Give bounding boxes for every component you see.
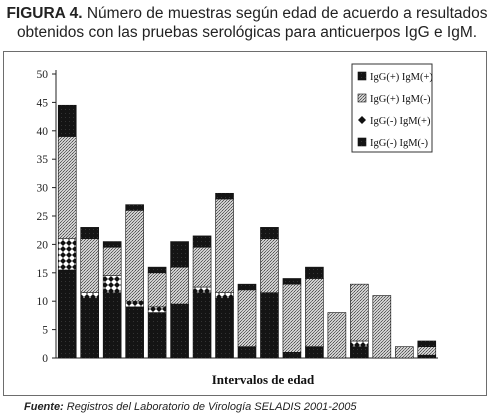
bar-segment [147, 306, 167, 313]
legend-label: IgG(-) IgM(+) [370, 116, 431, 127]
bar-segment [125, 204, 144, 211]
bar-segment [215, 292, 234, 299]
bar-segment [350, 283, 369, 342]
bar-segment [125, 306, 144, 359]
bar-segment [394, 346, 414, 359]
legend-label: IgG(-) IgM(-) [370, 138, 429, 149]
bar-segment [192, 246, 212, 288]
y-tick-label: 5 [42, 325, 48, 337]
bar-segment [125, 300, 144, 308]
legend-swatch [357, 71, 367, 81]
bar-segment [147, 266, 167, 274]
legend-swatch [357, 137, 367, 147]
caption-line-1: Número de muestras según edad de acuerdo… [82, 5, 488, 22]
bar-segment [192, 292, 212, 359]
bar-segment [237, 289, 257, 347]
source-text: Registros del Laboratorio de Virología S… [63, 401, 357, 413]
legend-label: IgG(+) IgM(-) [370, 94, 431, 105]
bar-segment [102, 241, 122, 248]
bar-segment [260, 227, 279, 240]
y-tick-label: 20 [37, 239, 49, 251]
y-tick-label: 25 [37, 211, 49, 223]
bar-segment [80, 227, 100, 240]
bar-segment [350, 346, 369, 359]
y-tick-label: 50 [37, 69, 49, 81]
bar-segment [215, 298, 234, 359]
y-tick-label: 15 [37, 268, 49, 280]
bar-segment [80, 298, 100, 359]
bar-segment [80, 238, 100, 293]
figure-caption: FIGURA 4. Número de muestras según edad … [0, 4, 494, 42]
bar-segment [260, 292, 279, 359]
bar-segment [147, 312, 167, 359]
bar-segment [125, 210, 144, 302]
bar-segment [305, 346, 324, 359]
bar-segment [192, 235, 212, 248]
figure-label: FIGURA 4. [6, 5, 83, 22]
bar-segment [237, 346, 257, 359]
bar-segment [417, 346, 437, 356]
legend-swatch [357, 93, 367, 103]
bar-segment [350, 340, 369, 347]
bar-segment [102, 246, 122, 276]
legend: IgG(+) IgM(+) IgG(+) IgM(-) IgG(-) IgM(+) I… [351, 63, 433, 153]
bars-layer [57, 104, 437, 359]
bar-segment [192, 286, 212, 293]
y-tick-label: 45 [37, 97, 49, 109]
bar-segment [417, 340, 437, 347]
bar-segment [305, 266, 324, 279]
bar-segment [215, 198, 234, 293]
y-tick-label: 35 [37, 154, 49, 166]
bar-segment [170, 266, 189, 305]
bar-segment [237, 283, 257, 291]
bar-segment [215, 192, 234, 200]
bar-segment [147, 272, 167, 308]
bar-segment [102, 275, 122, 293]
legend-swatch [358, 116, 366, 124]
x-axis-label: Intervalos de edad [212, 372, 315, 387]
bar-segment [57, 104, 77, 137]
y-tick-label: 30 [37, 183, 49, 195]
bar-segment [57, 136, 77, 240]
bar-segment [170, 241, 189, 268]
bar-segment [260, 238, 279, 293]
bar-segment [102, 292, 122, 359]
y-tick-label: 10 [37, 296, 49, 308]
bar-segment [80, 292, 100, 299]
bar-segment [372, 295, 392, 359]
y-tick-label: 0 [42, 353, 48, 365]
source-label: Fuente: [24, 401, 64, 413]
bar-segment [327, 312, 347, 359]
bar-segment [417, 354, 437, 359]
bar-segment [282, 352, 302, 359]
source-note: Fuente: Registros del Laboratorio de Vir… [24, 401, 356, 413]
bar-segment [282, 278, 302, 285]
y-tick-label: 40 [37, 126, 49, 138]
bar-segment [57, 269, 77, 359]
legend-label: IgG(+) IgM(+) [370, 72, 433, 83]
caption-line-2: obtenidos con las pruebas serológicas pa… [16, 24, 478, 41]
bar-segment [305, 278, 324, 347]
bar-segment [57, 238, 77, 271]
bar-segment [282, 283, 302, 353]
bar-segment [170, 303, 189, 359]
